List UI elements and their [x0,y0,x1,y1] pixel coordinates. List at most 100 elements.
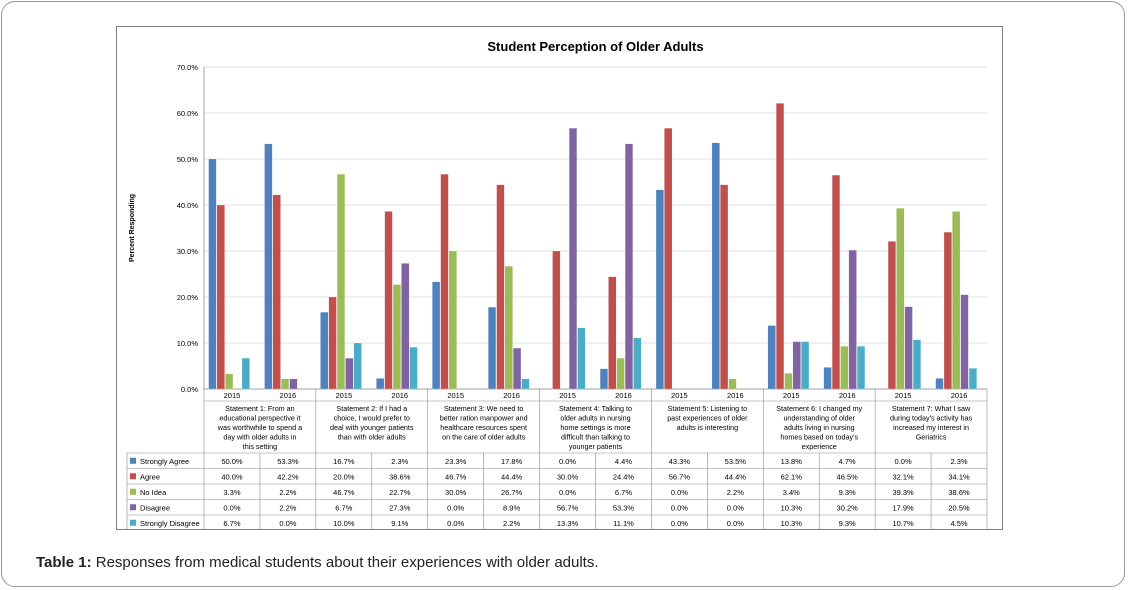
data-label: 53.3% [277,457,299,466]
data-label: 2.3% [391,457,408,466]
x-tick-year: 2016 [280,391,297,400]
bar-disagree [569,128,577,390]
bar-no-idea [337,174,345,390]
data-label: 2.3% [950,457,967,466]
x-tick-year: 2015 [895,391,912,400]
bar-strongly-agree [432,281,441,390]
chart-frame: Student Perception of Older Adults Percen… [116,26,1003,531]
data-label: 0.0% [447,519,464,528]
data-label: 6.7% [223,519,240,528]
bar-agree [552,250,561,390]
bar-no-idea [504,266,513,390]
bar-strongly-disagree [241,358,250,390]
caption-label: Table 1: [36,554,92,571]
bar-no-idea [840,346,849,390]
x-tick-year: 2015 [783,391,800,400]
x-category-label: Statement 2: If I had a choice, I would p… [330,404,414,442]
bar-agree [664,128,673,390]
x-tick-year: 2016 [503,391,520,400]
data-label: 16.7% [333,457,355,466]
data-label: 0.0% [279,519,296,528]
bar-no-idea [392,284,401,390]
x-tick-year: 2015 [224,391,241,400]
data-label: 3.4% [783,488,800,497]
data-label: 4.5% [950,519,967,528]
data-label: 30.0% [557,472,579,481]
bar-strongly-disagree [577,327,586,390]
bar-strongly-agree [599,368,608,390]
x-tick-year: 2015 [447,391,464,400]
data-label: 8.9% [503,503,520,512]
bar-disagree [792,341,801,390]
y-tick-label: 70.0% [177,63,199,72]
data-label: 10.0% [333,519,355,528]
legend-entry: Disagree [140,503,170,512]
figure-caption: Table 1: Responses from medical students… [36,554,599,571]
x-tick-year: 2016 [615,391,632,400]
chart-title: Student Perception of Older Adults [487,39,703,54]
data-label: 0.0% [895,457,912,466]
data-label: 62.1% [781,472,803,481]
data-label: 53.5% [725,457,747,466]
data-label: 44.4% [501,472,523,481]
bar-agree [832,175,840,390]
bar-disagree [401,263,410,390]
data-label: 0.0% [727,519,744,528]
data-label: 23.3% [445,457,467,466]
data-label: 0.0% [671,503,688,512]
data-label: 2.2% [279,488,296,497]
data-label: 0.0% [671,519,688,528]
bar-disagree [513,347,522,390]
data-label: 46.7% [445,472,467,481]
bar-strongly-agree [655,189,664,390]
data-label: 38.6% [948,488,970,497]
x-tick-year: 2015 [335,391,352,400]
data-label: 0.0% [559,488,576,497]
data-label: 13.8% [781,457,803,466]
bar-strongly-disagree [968,368,977,390]
data-label: 6.7% [615,488,632,497]
legend-entry: Agree [140,472,160,481]
x-category-label: Statement 5: Listening to past experience… [667,404,748,432]
bar-strongly-agree [823,367,832,390]
bar-disagree [625,143,633,390]
data-label: 44.4% [725,472,747,481]
bar-no-idea [784,373,793,390]
bar-no-idea [728,378,737,390]
data-label: 0.0% [727,503,744,512]
data-label: 30.2% [837,503,859,512]
data-label: 42.2% [277,472,299,481]
data-label: 24.4% [613,472,635,481]
x-tick-year: 2015 [671,391,688,400]
bar-disagree [289,378,298,390]
data-label: 0.0% [223,503,240,512]
data-label: 10.7% [892,519,914,528]
bar-agree [384,211,393,390]
bar-agree [216,204,225,390]
data-label: 26.7% [501,488,523,497]
data-label: 50.0% [221,457,243,466]
bar-agree [608,276,617,390]
bar-strongly-disagree [857,346,865,390]
legend-entry: No Idea [140,488,167,497]
y-tick-label: 40.0% [177,201,199,210]
bar-no-idea [616,358,625,390]
data-label: 9.1% [391,519,408,528]
data-label: 43.3% [669,457,691,466]
data-label: 2.2% [279,503,296,512]
bar-strongly-agree [320,312,329,390]
bar-strongly-disagree [521,378,530,390]
bar-agree [776,103,785,390]
bar-strongly-disagree [353,342,362,390]
bar-strongly-agree [376,378,385,390]
legend-key [130,488,136,495]
bar-strongly-agree [711,142,720,390]
data-label: 6.7% [335,503,352,512]
bar-strongly-agree [935,378,944,390]
data-label: 9.3% [839,519,856,528]
bar-no-idea [448,250,457,390]
bar-agree [943,232,952,390]
data-label: 39.3% [892,488,914,497]
data-label: 11.1% [613,519,634,528]
